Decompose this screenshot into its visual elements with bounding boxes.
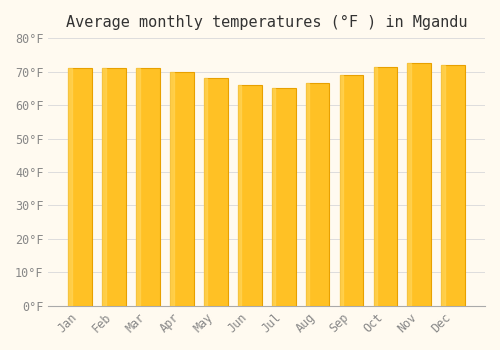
Title: Average monthly temperatures (°F ) in Mgandu: Average monthly temperatures (°F ) in Mg… xyxy=(66,15,468,30)
Bar xyxy=(272,88,295,306)
Bar xyxy=(306,83,330,306)
Bar xyxy=(374,66,398,306)
Bar xyxy=(272,88,276,306)
Bar xyxy=(170,72,194,306)
Bar xyxy=(204,78,228,306)
Bar xyxy=(374,66,377,306)
Bar xyxy=(408,63,411,306)
Bar xyxy=(136,68,160,306)
Bar xyxy=(340,75,343,306)
Bar xyxy=(238,85,242,306)
Bar xyxy=(68,68,92,306)
Bar xyxy=(136,68,140,306)
Bar xyxy=(442,65,445,306)
Bar xyxy=(408,63,431,306)
Bar xyxy=(306,83,310,306)
Bar xyxy=(442,65,465,306)
Bar xyxy=(102,68,106,306)
Bar xyxy=(238,85,262,306)
Bar xyxy=(102,68,126,306)
Bar xyxy=(68,68,72,306)
Bar xyxy=(340,75,363,306)
Bar xyxy=(170,72,173,306)
Bar xyxy=(204,78,208,306)
